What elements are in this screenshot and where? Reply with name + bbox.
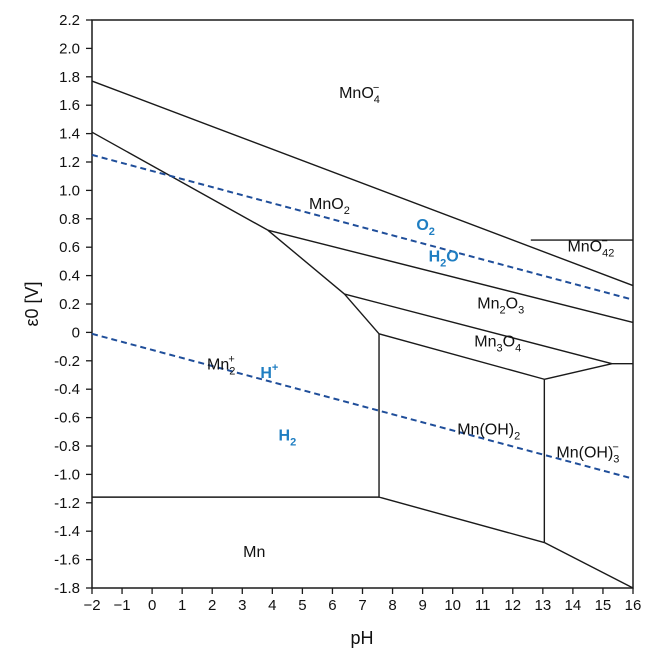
phase-boundary-line [378,333,545,380]
x-axis-ticks [91,588,634,594]
phase-boundary-line [544,541,634,589]
species-label: Mn2+​ [207,353,235,377]
water-couple-labels: O2​ H2​O H+​ H2​ [260,217,458,448]
y-tick-label: 0 [72,324,80,341]
species-label: MnO42−​ [567,235,614,259]
y-tick-label: -0.2 [54,353,80,370]
species-label: Mn(OH)2​ [457,422,520,443]
phase-boundary-line [344,293,613,365]
species-label: Mn(OH)3−​ [556,441,619,465]
y-tick-label: -1.6 [54,552,80,569]
y-tick-label: 1.4 [59,126,80,143]
x-tick-label: 13 [534,597,551,614]
phase-boundaries [91,80,634,589]
phase-boundary-line [91,80,634,287]
x-tick-label: 8 [388,597,396,614]
species-label: Mn2​O3​ [477,295,524,316]
x-tick-label: 4 [268,597,276,614]
x-axis-label: pH [350,628,373,648]
species-label: MnO2​ [309,196,350,217]
phase-boundary-line [544,362,613,380]
y-tick-label: -0.6 [54,410,80,427]
x-tick-label: 12 [504,597,521,614]
phase-boundary-line [267,229,345,295]
x-tick-label: 5 [298,597,306,614]
y-tick-label: -0.4 [54,381,80,398]
x-tick-label: 6 [328,597,336,614]
x-tick-label: 7 [358,597,366,614]
y-tick-label: -1.4 [54,523,80,540]
y-tick-label: -1.2 [54,495,80,512]
y-tick-label: 1.8 [59,69,80,86]
y-tick-label: 0.8 [59,211,80,228]
phase-boundary-line [267,229,634,324]
water-couple-label: H2​ [279,427,297,448]
x-tick-label: 15 [595,597,612,614]
x-tick-label: 10 [444,597,461,614]
x-axis-tick-labels: −2 −1 0 1 2 3 4 5 6 7 8 9 10 11 12 13 14 15 16 [83,597,641,614]
species-label: Mn [243,544,265,561]
y-tick-label: 2.2 [59,12,80,29]
x-tick-label: 9 [418,597,426,614]
water-couple-label: H2​O [429,248,459,269]
y-tick-label: 0.2 [59,296,80,313]
y-tick-label: 1.2 [59,154,80,171]
y-axis-ticks [86,19,92,589]
y-tick-label: -1.8 [54,580,80,597]
x-tick-label: 3 [238,597,246,614]
phase-boundary-line [378,496,545,544]
x-tick-label: 11 [475,597,491,614]
x-tick-label: 0 [148,597,156,614]
species-labels: MnO4−​MnO2​MnO42−​Mn2​O3​Mn3​O4​Mn2+​Mn(… [207,82,619,561]
water-couple-label: O2​ [416,217,435,238]
x-tick-label: 16 [625,597,642,614]
y-tick-label: 1.6 [59,97,80,114]
x-tick-label: 2 [208,597,216,614]
x-tick-label: 1 [178,597,186,614]
y-tick-label: -0.8 [54,438,80,455]
y-tick-label: 2.0 [59,40,80,57]
species-label: Mn3​O4​ [474,334,521,355]
plot-frame [91,19,634,589]
y-tick-label: 0.6 [59,239,80,256]
phase-boundary-line [343,293,380,335]
y-tick-label: 0.4 [59,268,80,285]
x-tick-label: −2 [83,597,100,614]
y-tick-label: -1.0 [54,466,80,483]
x-tick-label: −1 [114,597,131,614]
phase-boundary-line [91,131,269,231]
species-label: MnO4−​ [339,82,380,106]
x-tick-label: 14 [565,597,582,614]
water-stability-lines [91,153,634,480]
y-axis-tick-labels: 2.2 2.0 1.8 1.6 1.4 1.2 1.0 0.8 0.6 0.4 0.2 0 -0.2 -0… [54,12,80,597]
y-tick-label: 1.0 [59,182,80,199]
water-line [91,153,634,301]
water-line [91,332,634,480]
water-couple-label: H+​ [260,362,278,382]
y-axis-label: ε0 [V] [22,281,42,326]
